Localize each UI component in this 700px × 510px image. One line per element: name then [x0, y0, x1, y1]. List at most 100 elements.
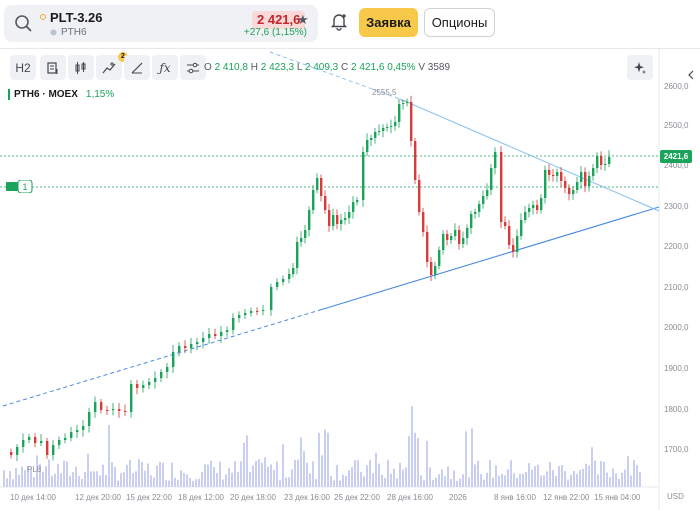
volume-bar [60, 473, 62, 487]
candle-body [548, 170, 551, 175]
interval-selector[interactable]: H2 [10, 55, 36, 80]
volume-bar [585, 463, 587, 487]
legend-series-name: PTH6 · MOEX [14, 89, 78, 100]
volume-bar [381, 474, 383, 487]
candle-body [214, 334, 217, 336]
candle-body [22, 440, 25, 447]
volume-bar [159, 461, 161, 487]
settings-sliders-icon[interactable] [180, 55, 206, 80]
candle-body [580, 172, 583, 182]
volume-bar [411, 406, 413, 487]
volume-bar [456, 480, 458, 487]
candle-body [282, 279, 285, 282]
candle-body [454, 230, 457, 236]
volume-bar [315, 479, 317, 487]
indicators-icon[interactable] [96, 55, 122, 80]
instrument-search-box[interactable]: PLT-3.26 PTH6 2 421,6 +27,6 (1,15%) [4, 5, 318, 42]
support-trendline [319, 206, 660, 311]
volume-bar [336, 464, 338, 487]
ai-sparkle-icon[interactable] [627, 55, 653, 80]
volume-bar [504, 475, 506, 487]
volume-bar [72, 472, 74, 487]
candle-body [166, 367, 169, 372]
volume-bar [255, 460, 257, 487]
volume-bar [183, 473, 185, 487]
y-tick-label: 2600,0 [664, 82, 689, 91]
volume-bar [261, 462, 263, 487]
candle-body [490, 168, 493, 190]
volume-bar [468, 477, 470, 487]
volume-bar [141, 461, 143, 487]
volume-bar [552, 470, 554, 487]
volume-bar [546, 471, 548, 487]
trendlines[interactable] [2, 51, 660, 407]
legend-color-bar [8, 89, 10, 100]
volume-bar [69, 475, 71, 487]
volume-bar [540, 475, 542, 487]
volume-bar [330, 476, 332, 487]
candle-body [604, 164, 607, 165]
volume-bar [210, 460, 212, 487]
drawing-tools-icon[interactable] [124, 55, 150, 80]
series-legend[interactable]: PTH6 · MOEX 1,15% [8, 87, 115, 102]
search-icon[interactable] [14, 14, 34, 34]
candle-body [244, 313, 247, 315]
volume-bar [177, 479, 179, 487]
chart-type-icon[interactable] [40, 55, 66, 80]
volume-bar [120, 473, 122, 487]
candle-body [352, 202, 355, 212]
candle-body [504, 222, 507, 226]
volume-bar [600, 461, 602, 487]
volume-bar [213, 466, 215, 487]
volume-bar [447, 466, 449, 487]
order-button[interactable]: Заявка [359, 8, 418, 37]
candle-body [172, 352, 175, 367]
favorite-star-icon[interactable]: ★ [297, 12, 309, 27]
candle-body [190, 344, 193, 348]
price-chart[interactable]: 2600,0 2500,0 2400,0 2300,0 2200,0 2100,0 2000… [0, 49, 700, 510]
volume-bar [459, 478, 461, 487]
candles-icon[interactable] [68, 55, 94, 80]
volume-bar [549, 461, 551, 487]
volume-bar [639, 472, 641, 487]
volume-bar [570, 474, 572, 487]
volume-bar [231, 472, 233, 487]
options-button[interactable]: Опционы [424, 8, 495, 37]
candle-body [544, 170, 547, 198]
scroll-left-icon[interactable] [688, 70, 694, 80]
candle-body [576, 182, 579, 190]
volume-bar [582, 468, 584, 487]
candle-body [414, 141, 417, 180]
volume-bar [525, 471, 527, 487]
candle-body [160, 372, 163, 378]
candle-body [486, 190, 489, 196]
position-marker-icon[interactable]: 1 [6, 180, 36, 193]
volume-bar [609, 477, 611, 487]
candle-body [238, 315, 241, 318]
candle-body [148, 382, 151, 385]
volume-bar [519, 473, 521, 487]
volume-bar [450, 478, 452, 487]
candle-body [288, 274, 291, 279]
candle-body [512, 245, 515, 252]
volume-bar [297, 459, 299, 487]
candle-body [112, 409, 115, 410]
volume-bar [333, 480, 335, 487]
candle-body [552, 175, 555, 176]
candle-body [356, 200, 359, 202]
volume-bar [510, 460, 512, 487]
volume-bar [489, 460, 491, 487]
volume-bar [168, 480, 170, 487]
volume-bar [375, 452, 377, 487]
volume-bar [597, 474, 599, 487]
volume-bar [174, 477, 176, 487]
volume-bar [423, 479, 425, 487]
x-tick-label: 12 дек 20:00 [75, 493, 122, 502]
volume-bar [300, 437, 302, 487]
volume-bar [417, 438, 419, 487]
alert-bell-icon[interactable] [330, 11, 348, 31]
volume-bar [612, 468, 614, 487]
candle-body [250, 311, 253, 313]
y-tick-label: 2400,0 [664, 161, 689, 170]
function-fx-icon[interactable]: ƒx [152, 55, 178, 80]
